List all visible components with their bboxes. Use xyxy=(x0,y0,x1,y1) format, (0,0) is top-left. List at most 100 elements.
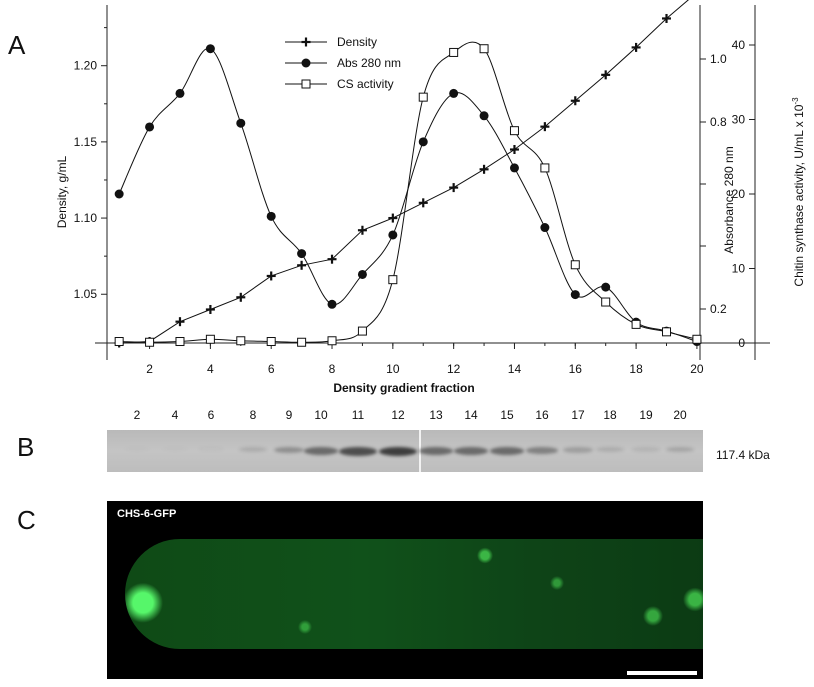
density-gradient-chart: 2 4 6 8 10 12 14 16 18 20 1.05 1.10 1.15 1.20 0.2 0.8 1.… xyxy=(55,0,806,395)
x-tick-label: 14 xyxy=(508,362,522,376)
cs-activity-point xyxy=(692,334,702,344)
cs-activity-point xyxy=(145,337,155,347)
blot-band xyxy=(453,447,489,455)
lane-label: 15 xyxy=(500,408,514,422)
x-tick-label: 12 xyxy=(447,362,461,376)
left-tick-label: 1.10 xyxy=(74,211,98,225)
series-layer xyxy=(114,0,702,348)
density-point xyxy=(327,254,337,264)
cs-activity-point xyxy=(114,337,124,347)
blot-band xyxy=(162,447,188,451)
cs-activity-point xyxy=(327,336,337,346)
panel-letter-b: B xyxy=(17,432,35,462)
cs-activity-point xyxy=(570,260,580,270)
density-point xyxy=(205,304,215,314)
density-point xyxy=(449,183,459,193)
right-y-axis-label: Chitin synthase activity, U/mL x 10-3 xyxy=(791,97,806,287)
lane-label: 14 xyxy=(464,408,478,422)
hypha-image xyxy=(125,539,703,649)
x-tick-label: 18 xyxy=(629,362,643,376)
legend: Density Abs 280 nm CS activity xyxy=(285,35,401,91)
blot-band xyxy=(238,447,268,452)
x-tick-label: 8 xyxy=(329,362,336,376)
micrograph-label: CHS-6-GFP xyxy=(117,508,177,520)
abs280-point xyxy=(266,211,276,221)
legend-marker xyxy=(301,79,311,89)
scale-bar xyxy=(627,671,697,675)
right-tick-label: 20 xyxy=(732,187,746,201)
lane-label: 20 xyxy=(673,408,687,422)
cs-activity-point xyxy=(631,319,641,329)
lane-label: 4 xyxy=(171,408,179,422)
abs280-point xyxy=(418,137,428,147)
cs-activity-point xyxy=(236,336,246,346)
lane-label: 8 xyxy=(249,408,257,422)
cs-activity-point xyxy=(175,337,185,347)
density-point xyxy=(388,213,398,223)
abs280-point xyxy=(327,299,337,309)
density-point xyxy=(479,164,489,174)
cs-activity-series-line xyxy=(119,41,698,343)
abs280-point xyxy=(357,269,367,279)
abs280-point xyxy=(205,44,215,54)
density-point xyxy=(570,96,580,106)
blot-band xyxy=(198,447,224,451)
blot-band xyxy=(563,447,593,453)
western-blot-panel: 2 4 6 8 9 10 11 12 13 14 15 16 17 18 19 20 117.4 kDa xyxy=(0,400,814,490)
abs280-point xyxy=(114,189,124,199)
middle-y-axis-label: Absorbance 280 nm xyxy=(722,146,736,253)
blot-band xyxy=(124,447,150,451)
lane-label: 10 xyxy=(314,408,328,422)
middle-tick-label: 0.2 xyxy=(710,302,727,316)
cs-activity-point xyxy=(297,337,307,347)
left-tick-label: 1.20 xyxy=(74,59,98,73)
density-point xyxy=(540,122,550,132)
right-tick-label: 10 xyxy=(732,262,746,276)
lane-label: 6 xyxy=(207,408,215,422)
abs280-point xyxy=(509,163,519,173)
lane-label: 2 xyxy=(133,408,141,422)
abs280-point xyxy=(145,122,155,132)
legend-label: CS activity xyxy=(337,77,394,91)
abs280-point xyxy=(479,111,489,121)
lane-label: 17 xyxy=(571,408,585,422)
blot-band xyxy=(525,447,559,454)
x-tick-label: 4 xyxy=(207,362,214,376)
lane-label: 12 xyxy=(391,408,405,422)
legend-label: Density xyxy=(337,35,377,49)
abs280-point xyxy=(388,230,398,240)
blot-band xyxy=(339,447,377,456)
cs-activity-point xyxy=(479,44,489,54)
density-point xyxy=(631,42,641,52)
abs280-series-line xyxy=(118,48,698,342)
lane-label: 9 xyxy=(285,408,293,422)
abs280-point xyxy=(449,88,459,98)
cs-activity-point xyxy=(662,327,672,337)
legend-marker xyxy=(301,37,311,47)
cs-activity-point xyxy=(540,163,550,173)
cs-activity-point xyxy=(388,275,398,285)
blot-band xyxy=(378,447,418,457)
legend-marker xyxy=(301,58,311,68)
abs280-point xyxy=(297,249,307,259)
right-tick-label: 0 xyxy=(738,336,745,350)
legend-label: Abs 280 nm xyxy=(337,56,401,70)
x-axis-label: Density gradient fraction xyxy=(333,381,474,395)
lane-label: 18 xyxy=(603,408,617,422)
blot-band xyxy=(665,447,695,453)
blot-band xyxy=(632,447,660,452)
cs-activity-point xyxy=(449,47,459,57)
x-tick-label: 2 xyxy=(146,362,153,376)
blot-band xyxy=(595,447,625,452)
x-tick-label: 10 xyxy=(386,362,400,376)
density-point xyxy=(266,271,276,281)
cs-activity-point xyxy=(601,297,611,307)
lane-label: 11 xyxy=(351,408,365,422)
blot-band xyxy=(418,447,454,455)
left-tick-label: 1.15 xyxy=(74,135,98,149)
lane-label: 13 xyxy=(429,408,443,422)
abs280-point xyxy=(175,88,185,98)
right-tick-label: 40 xyxy=(732,38,746,52)
blot-band xyxy=(303,447,339,455)
lane-label: 16 xyxy=(535,408,549,422)
